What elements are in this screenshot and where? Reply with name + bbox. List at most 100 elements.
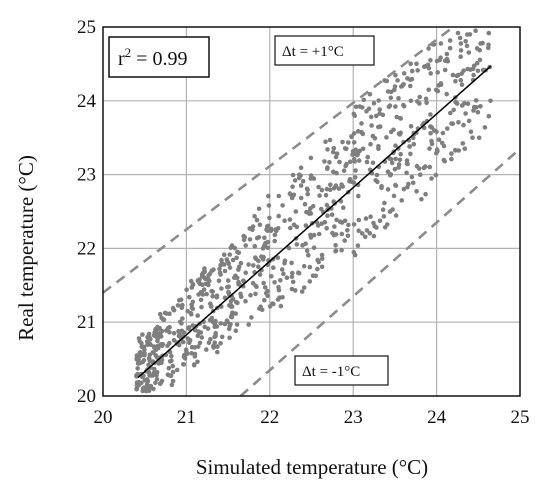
data-point	[179, 321, 184, 326]
data-point	[440, 130, 446, 136]
data-point	[265, 228, 270, 233]
data-point	[438, 41, 444, 46]
data-point	[152, 371, 158, 376]
data-point	[301, 285, 307, 290]
data-point	[171, 330, 177, 336]
y-tick-22: 22	[77, 238, 96, 259]
data-point	[142, 350, 147, 356]
data-point	[384, 222, 390, 227]
data-point	[334, 217, 339, 223]
data-point	[135, 371, 141, 377]
data-point	[452, 147, 458, 153]
data-point	[456, 148, 462, 153]
data-point	[148, 365, 153, 370]
data-point	[408, 98, 414, 104]
data-point	[329, 212, 335, 217]
data-point	[401, 71, 407, 76]
data-point	[398, 151, 404, 157]
data-point	[363, 216, 369, 221]
data-point	[207, 271, 213, 276]
data-point	[356, 158, 362, 163]
data-point	[345, 233, 351, 239]
data-point	[316, 259, 322, 265]
data-point	[165, 325, 171, 331]
data-point	[368, 114, 374, 120]
data-point	[388, 95, 394, 101]
data-point	[264, 224, 270, 229]
data-point	[181, 362, 186, 367]
data-point	[348, 159, 353, 164]
data-point	[398, 115, 403, 121]
data-point	[355, 243, 361, 248]
data-point	[392, 84, 398, 89]
data-point	[384, 135, 389, 140]
data-point	[157, 311, 163, 317]
data-point	[436, 137, 442, 142]
data-point	[423, 191, 428, 197]
data-point	[219, 334, 225, 340]
data-point	[171, 337, 177, 343]
data-point	[399, 198, 405, 203]
plot-border	[102, 26, 521, 397]
data-point	[288, 225, 293, 231]
data-point	[148, 336, 153, 342]
data-point	[465, 101, 471, 107]
data-point	[351, 180, 357, 185]
data-point	[278, 303, 284, 309]
data-point	[222, 268, 228, 274]
data-point	[217, 270, 223, 276]
data-point	[180, 339, 186, 345]
data-point	[195, 359, 200, 365]
data-point	[408, 151, 413, 157]
data-point	[150, 350, 156, 355]
data-point	[461, 122, 466, 128]
data-point	[381, 214, 387, 219]
data-point	[353, 168, 358, 173]
data-point	[213, 333, 218, 339]
data-point	[206, 340, 212, 346]
data-point	[319, 256, 325, 262]
data-point	[266, 193, 271, 199]
data-point	[139, 344, 145, 350]
data-point	[189, 350, 194, 356]
data-point	[275, 255, 281, 260]
data-point	[294, 242, 300, 247]
data-point	[296, 271, 302, 276]
data-point	[263, 290, 269, 296]
data-point	[167, 340, 172, 346]
data-point	[137, 350, 143, 356]
data-point	[380, 207, 386, 212]
data-point	[204, 291, 209, 297]
data-point	[254, 217, 260, 223]
data-point	[391, 127, 396, 133]
data-point	[310, 273, 316, 279]
data-point	[353, 147, 359, 152]
data-point	[415, 99, 420, 104]
data-point	[280, 203, 285, 208]
data-point	[328, 182, 333, 187]
data-point	[267, 304, 273, 309]
data-point	[282, 218, 287, 223]
data-point	[277, 295, 282, 301]
data-point	[212, 324, 217, 330]
data-point	[293, 209, 299, 214]
data-point	[290, 172, 296, 178]
data-point	[356, 193, 361, 199]
data-point	[246, 262, 251, 267]
data-point	[473, 98, 479, 103]
data-point	[447, 45, 453, 51]
data-point	[236, 281, 241, 287]
data-point	[385, 169, 391, 174]
data-point	[176, 342, 182, 348]
y-tick-24: 24	[77, 91, 97, 112]
data-point	[189, 312, 194, 317]
data-point	[407, 144, 413, 149]
data-point	[140, 332, 145, 337]
data-point	[261, 243, 267, 249]
data-point	[444, 51, 450, 57]
data-point	[464, 43, 470, 49]
data-point	[458, 54, 464, 59]
data-point	[243, 243, 248, 248]
data-point	[468, 129, 474, 135]
